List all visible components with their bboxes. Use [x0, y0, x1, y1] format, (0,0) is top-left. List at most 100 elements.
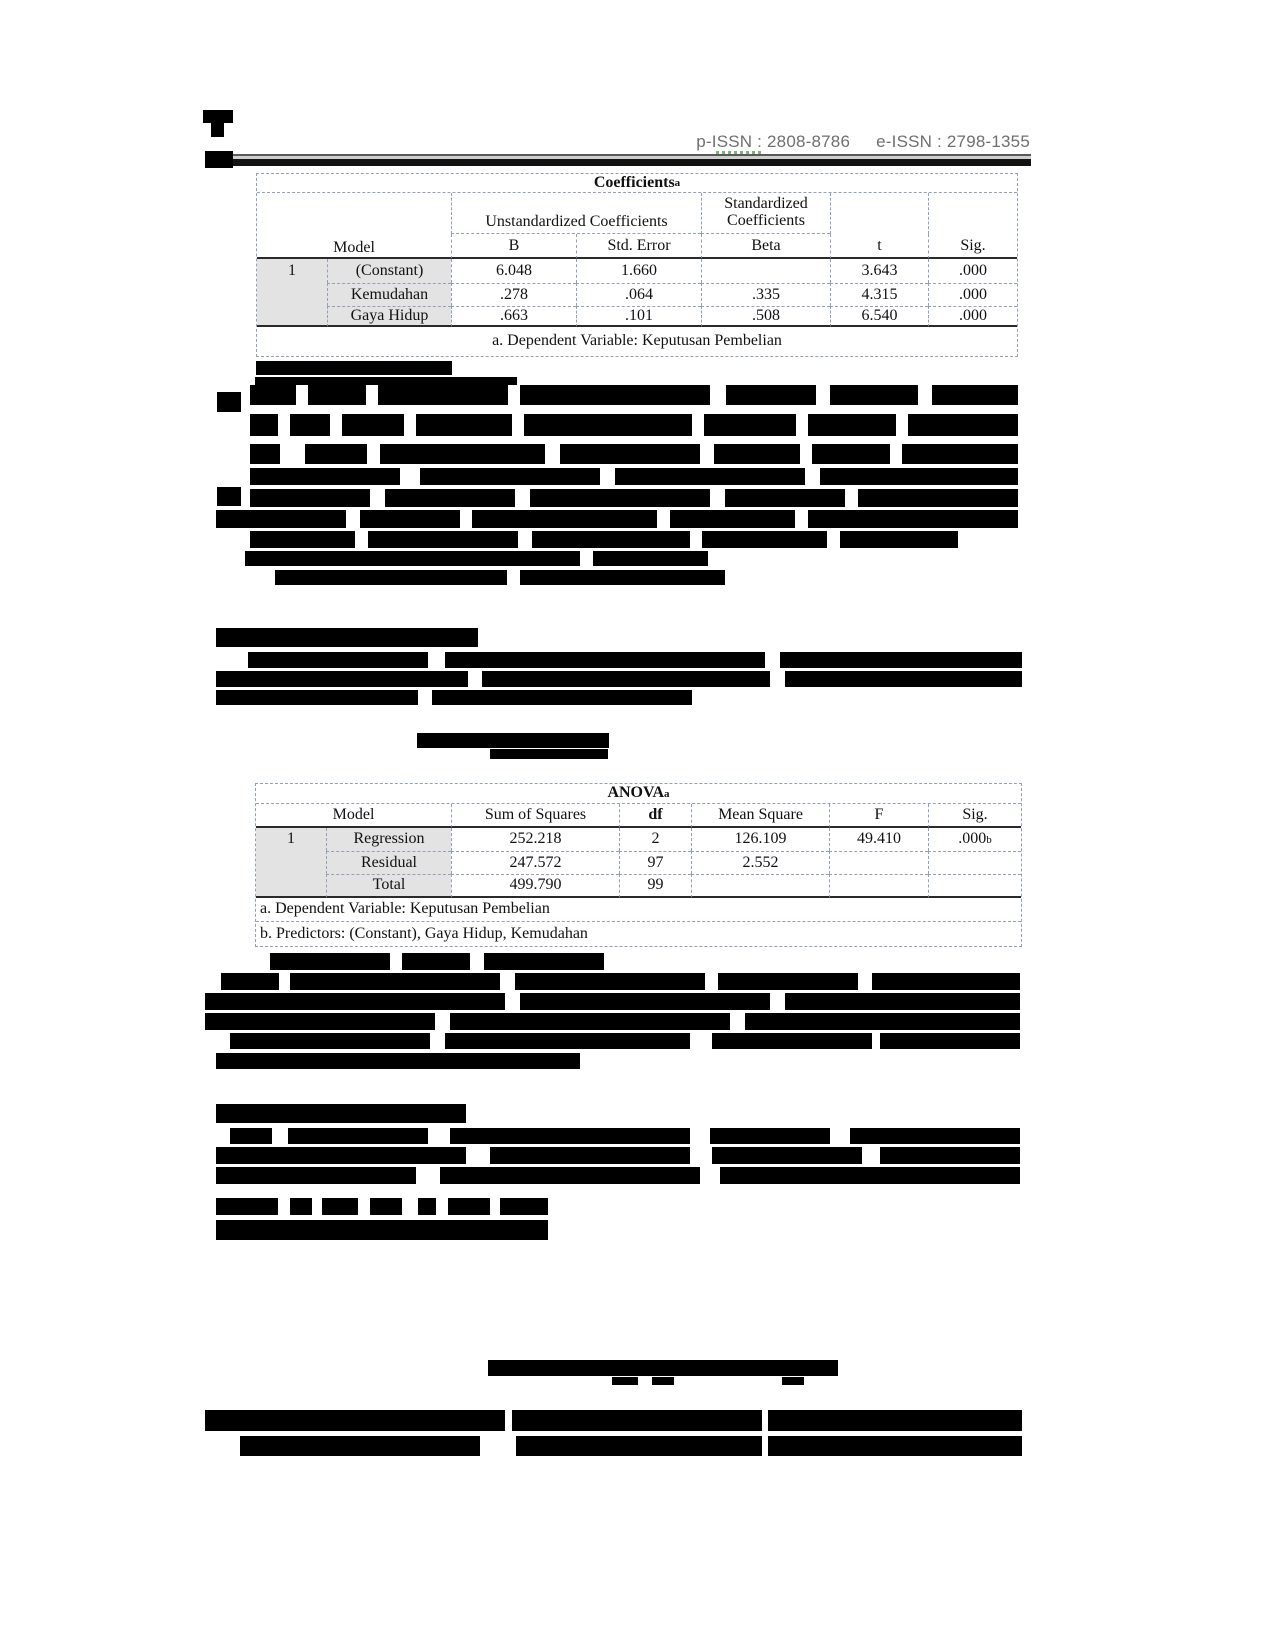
redaction-bar [230, 1033, 430, 1049]
redaction-bar [516, 1436, 762, 1456]
column-header-b: B [451, 234, 576, 259]
redaction-bar [368, 531, 518, 548]
redaction-bar [482, 671, 770, 687]
redaction-bar [780, 652, 1022, 668]
table-title: ANOVA a [256, 784, 1021, 804]
redaction-bar [880, 1033, 1020, 1049]
redaction-bar [440, 1167, 700, 1184]
redaction-bar [808, 414, 896, 436]
redaction-bar [858, 489, 1018, 507]
header-rule [205, 156, 1031, 159]
redaction-bar [872, 973, 1020, 990]
redaction-bar [290, 414, 330, 436]
table-cell: .508 [701, 306, 830, 327]
table-cell: .278 [451, 283, 576, 306]
table-cell [829, 874, 928, 898]
page-corner-mark [211, 121, 224, 137]
table-cell: 49.410 [829, 828, 928, 851]
redaction-bar [305, 444, 367, 464]
table-cell [691, 874, 829, 898]
redaction-bar [418, 1198, 436, 1215]
table-cell [829, 851, 928, 874]
table-cell: .000 [928, 259, 1017, 283]
redaction-bar [380, 444, 545, 464]
redaction-bar [290, 1198, 312, 1215]
table-cell: 247.572 [451, 851, 619, 874]
table-cell: .064 [576, 283, 701, 306]
row-label-cell: Total [326, 874, 451, 898]
redaction-bar [308, 385, 366, 405]
table-cell: 1.660 [576, 259, 701, 283]
redaction-bar [615, 468, 805, 485]
row-label-cell: Gaya Hidup [327, 306, 451, 327]
table-title: Coefficients a [257, 174, 1017, 193]
model-number-cell [257, 306, 327, 327]
redaction-bar [704, 414, 796, 436]
table-cell [928, 851, 1021, 874]
redaction-bar [785, 993, 1020, 1010]
redaction-bar [417, 733, 609, 748]
table-cell: .000 [928, 283, 1017, 306]
redaction-bar [448, 1198, 490, 1215]
model-number-cell [256, 874, 326, 898]
redaction-bar [450, 1013, 730, 1030]
redaction-bar [500, 1198, 548, 1215]
table-cell: 4.315 [830, 283, 928, 306]
redaction-bar [532, 531, 690, 548]
column-header-f: F [829, 804, 928, 828]
redaction-bar [720, 1167, 1020, 1184]
redaction-bar [745, 1013, 1020, 1030]
row-label-cell: (Constant) [327, 259, 451, 283]
redaction-bar [360, 510, 460, 528]
redaction-bar [808, 510, 1018, 528]
redaction-bar [256, 361, 452, 375]
model-number-cell [256, 851, 326, 874]
row-label-cell: Kemudahan [327, 283, 451, 306]
redaction-bar [782, 1377, 804, 1385]
header-rule-cap [205, 151, 233, 168]
redaction-bar [216, 1104, 466, 1123]
redaction-bar [221, 973, 279, 990]
redaction-bar [216, 690, 418, 705]
redaction-bar [710, 1128, 830, 1144]
table-cell: 6.540 [830, 306, 928, 327]
redaction-bar [248, 652, 428, 668]
redaction-bar [880, 1147, 1020, 1164]
table-footnote-a: a. Dependent Variable: Keputusan Pembeli… [256, 898, 1021, 922]
redaction-bar [275, 570, 507, 585]
row-label-cell: Regression [326, 828, 451, 851]
redaction-bar [216, 628, 478, 647]
table-cell [928, 874, 1021, 898]
redaction-bar [812, 444, 890, 464]
redaction-bar [432, 690, 692, 705]
p-issn-text: p-ISSN : 2808-8786 [696, 132, 851, 151]
anova-table: ANOVA a Model Sum of Squares df Mean Squa… [255, 783, 1022, 947]
redaction-bar [718, 973, 858, 990]
redaction-bar [612, 1377, 638, 1385]
model-number-cell [257, 283, 327, 306]
redaction-bar [490, 1147, 690, 1164]
redaction-bar [530, 489, 710, 507]
table-cell: 3.643 [830, 259, 928, 283]
redaction-bar [205, 1013, 435, 1030]
redaction-bar [840, 531, 958, 548]
issn-line: p-ISSN : 2808-8786 e-ISSN : 2798-1355 [560, 132, 1030, 152]
table-cell: .000 [928, 306, 1017, 327]
redaction-bar [216, 1198, 278, 1215]
spellcheck-squiggle [716, 151, 762, 154]
redaction-bar [250, 489, 370, 507]
header-rule [205, 159, 1031, 166]
redaction-bar [240, 1436, 480, 1456]
table-footnote-b: b. Predictors: (Constant), Gaya Hidup, K… [260, 924, 588, 942]
table-cell: 2.552 [691, 851, 829, 874]
redaction-bar [484, 953, 604, 970]
header-spacer [928, 193, 1017, 234]
column-header-sum-of-squares: Sum of Squares [451, 804, 619, 828]
redaction-bar [714, 444, 800, 464]
model-number-cell: 1 [256, 828, 326, 851]
redaction-bar [768, 1436, 1022, 1456]
table-cell: 252.218 [451, 828, 619, 851]
redaction-bar [512, 1410, 762, 1431]
redaction-bar [250, 444, 280, 464]
